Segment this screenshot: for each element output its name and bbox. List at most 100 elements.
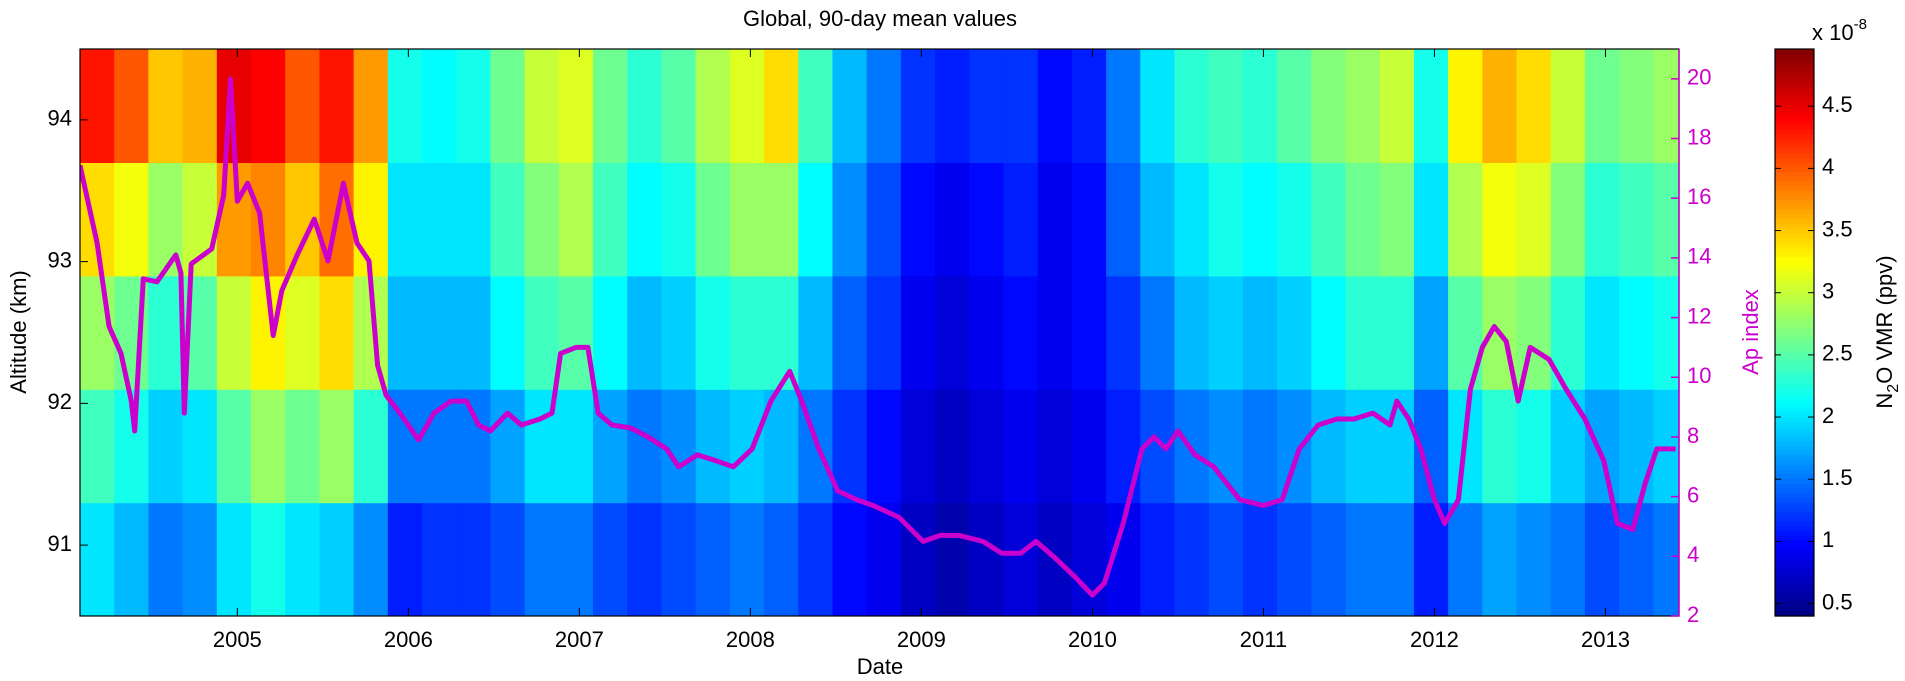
colorbar-strip — [1775, 223, 1814, 230]
heatmap-cell — [1619, 49, 1654, 163]
heatmap-cell — [456, 49, 492, 163]
colorbar-strip — [1775, 247, 1814, 253]
heatmap-cell — [798, 275, 834, 390]
heatmap-cell — [1037, 162, 1073, 277]
colorbar-strip — [1775, 592, 1814, 598]
heatmap-cell — [1584, 502, 1620, 616]
heatmap-cell — [148, 502, 184, 616]
heatmap-cell — [1550, 162, 1586, 277]
heatmap-cell — [764, 49, 799, 163]
heatmap-cell — [319, 389, 355, 504]
heatmap-cell — [1242, 49, 1278, 163]
colorbar-strip — [1775, 450, 1814, 456]
heatmap-cell — [524, 162, 560, 277]
colorbar-strip — [1775, 341, 1814, 348]
heatmap-cell — [935, 502, 970, 616]
colorbar-strip — [1775, 129, 1814, 135]
colorbar-strip — [1775, 521, 1814, 527]
heatmap-cell — [182, 389, 218, 504]
colorbar-strip — [1775, 445, 1814, 452]
colorbar-strip — [1775, 119, 1814, 126]
colorbar-strip — [1775, 393, 1814, 400]
heatmap-cell — [1448, 275, 1483, 390]
colorbar-strip — [1775, 408, 1814, 414]
heatmap-cell — [1482, 389, 1518, 504]
heatmap-cell — [558, 502, 594, 616]
heatmap-cell — [661, 162, 697, 277]
heatmap-cell — [1482, 502, 1518, 616]
y2-tick-label: 14 — [1687, 244, 1711, 269]
colorbar-strip — [1775, 488, 1814, 494]
heatmap-cell — [1242, 162, 1278, 277]
colorbar-strip — [1775, 204, 1814, 211]
colorbar-strip — [1775, 389, 1814, 395]
heatmap-cell — [1413, 162, 1449, 277]
y2-tick-label: 16 — [1687, 184, 1711, 209]
colorbar-strip — [1775, 186, 1814, 192]
heatmap-cell — [148, 389, 184, 504]
heatmap-cell — [387, 502, 423, 616]
colorbar-strip — [1775, 233, 1814, 239]
colorbar-strip — [1775, 460, 1814, 466]
colorbar-strip — [1775, 308, 1814, 315]
heatmap-cell — [1516, 502, 1552, 616]
heatmap-cell — [456, 275, 492, 390]
heatmap-cell — [661, 275, 697, 390]
colorbar-strip — [1775, 398, 1814, 404]
heatmap-cell — [729, 389, 765, 504]
heatmap-cell — [1584, 49, 1620, 163]
heatmap-cell — [1174, 502, 1210, 616]
colorbar-strip — [1775, 86, 1814, 93]
heatmap-cell — [148, 275, 184, 390]
heatmap-cell — [1516, 275, 1552, 390]
y2-tick-label: 18 — [1687, 124, 1711, 149]
heatmap-cell — [798, 49, 834, 163]
heatmap-cell — [422, 49, 457, 163]
heatmap-cell — [695, 502, 731, 616]
heatmap-cell — [422, 162, 457, 277]
line-layer — [80, 76, 1676, 598]
heatmap-cell — [969, 162, 1005, 277]
heatmap-cell — [832, 502, 868, 616]
colorbar-strip — [1775, 289, 1814, 296]
colorbar-strip — [1775, 91, 1814, 97]
colorbar-strip — [1775, 162, 1814, 168]
heatmap-cell — [866, 502, 902, 616]
colorbar-label: N2O VMR (ppv) — [1872, 255, 1902, 408]
heatmap-cell — [1277, 389, 1312, 504]
heatmap-cell — [114, 162, 150, 277]
colorbar-strip — [1775, 351, 1814, 357]
heatmap-cell — [1379, 502, 1415, 616]
heatmap-cell — [832, 275, 868, 390]
colorbar-strip — [1775, 105, 1814, 112]
colorbar-strip — [1775, 228, 1814, 234]
x-tick-label: 2008 — [726, 627, 775, 652]
colorbar-strip — [1775, 53, 1814, 60]
colorbar-strip — [1775, 167, 1814, 173]
colorbar-strip — [1775, 124, 1814, 130]
colorbar-strip — [1775, 110, 1814, 116]
heatmap-cell — [1653, 502, 1679, 616]
heatmap-cell — [935, 162, 970, 277]
heatmap-cell — [1550, 502, 1586, 616]
heatmap-cell — [353, 389, 389, 504]
colorbar-strip — [1775, 478, 1814, 485]
colorbar-scale: x 10-8 — [1812, 16, 1867, 45]
heatmap-cell — [490, 389, 526, 504]
heatmap-cell — [1003, 162, 1039, 277]
heatmap-cell — [1311, 275, 1347, 390]
colorbar-strip — [1775, 323, 1814, 329]
colorbar-strip — [1775, 360, 1814, 367]
heatmap-cell — [490, 162, 526, 277]
heatmap-cell — [1037, 389, 1073, 504]
heatmap-cell — [1106, 389, 1141, 504]
heatmap — [80, 49, 1679, 616]
colorbar-strip — [1775, 304, 1814, 310]
colorbar-strip — [1775, 299, 1814, 305]
heatmap-cell — [80, 275, 115, 390]
heatmap-cell — [1208, 49, 1244, 163]
colorbar-strip — [1775, 497, 1814, 504]
heatmap-cell — [764, 275, 799, 390]
heatmap-cell — [1277, 162, 1312, 277]
